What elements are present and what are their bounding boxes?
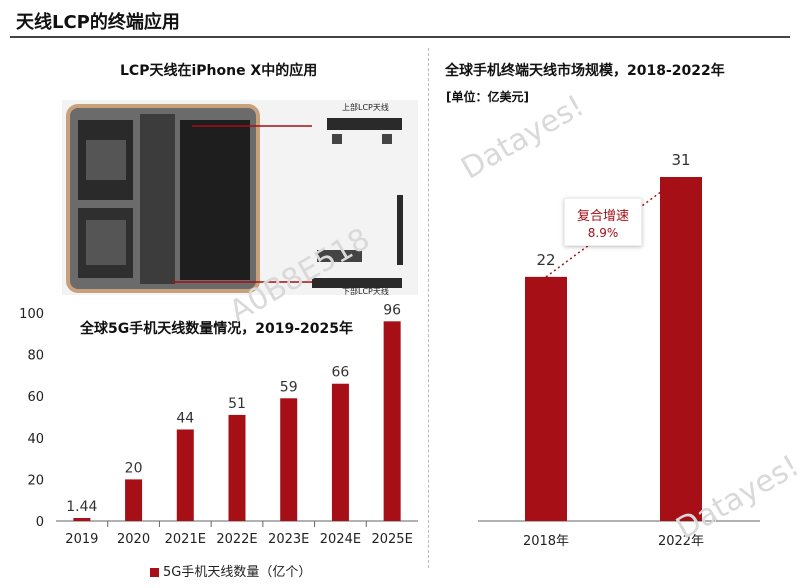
y-tick-label: 20 (27, 473, 44, 488)
bar (176, 429, 194, 521)
page-title: 天线LCP的终端应用 (16, 12, 180, 33)
y-tick-label: 80 (27, 349, 44, 364)
data-label: 96 (383, 302, 401, 318)
bar (228, 414, 246, 521)
data-label: 1.44 (66, 499, 97, 515)
bar (125, 479, 143, 521)
iphone-x-illustration (66, 104, 403, 293)
x-tick-label: 2018年 (523, 534, 569, 549)
data-label: 31 (671, 151, 690, 169)
x-tick-label: 2022年 (658, 534, 704, 549)
iphone-x-teardown-image: 上部LCP天线 下部LCP天线 (62, 100, 418, 296)
left-chart-legend: 5G手机天线数量（亿个） (150, 561, 311, 580)
x-tick-label: 2025E (371, 532, 412, 547)
legend-label: 5G手机天线数量（亿个） (163, 565, 312, 580)
lower-antenna-label: 下部LCP天线 (342, 287, 389, 296)
data-label: 22 (536, 251, 555, 269)
legend-swatch (150, 568, 159, 577)
bar (73, 518, 91, 521)
data-label: 66 (332, 365, 350, 381)
data-label: 59 (280, 379, 298, 395)
header-bar: 天线LCP的终端应用 (10, 6, 790, 38)
cagr-value: 8.9% (587, 226, 619, 240)
data-label: 20 (125, 460, 143, 476)
photo-panel-title: LCP天线在iPhone X中的应用 (120, 63, 318, 79)
cagr-annotation: 复合增速 8.9% (564, 198, 642, 246)
y-tick-label: 100 (19, 307, 44, 322)
x-tick-label: 2022E (216, 532, 257, 547)
x-tick-label: 2021E (165, 532, 206, 547)
right-chart-unit: [单位：亿美元] (446, 90, 529, 104)
x-tick-label: 2023E (268, 532, 309, 547)
bar (525, 276, 567, 521)
x-tick-label: 2020 (117, 532, 150, 547)
right-chart-title: 全球手机终端天线市场规模，2018-2022年 (445, 63, 725, 79)
y-tick-label: 40 (27, 432, 44, 447)
upper-antenna-label: 上部LCP天线 (342, 103, 389, 112)
bar (383, 321, 401, 521)
panel-divider (428, 48, 430, 568)
data-label: 44 (176, 410, 194, 426)
data-label: 51 (228, 396, 246, 412)
left-chart-title: 全球5G手机天线数量情况，2019-2025年 (80, 321, 353, 337)
bar (280, 398, 298, 521)
x-tick-label: 2019 (65, 532, 98, 547)
y-tick-label: 0 (36, 515, 44, 530)
bar (331, 383, 349, 521)
bar (660, 177, 702, 521)
y-tick-label: 60 (27, 390, 44, 405)
cagr-label: 复合增速 (576, 209, 629, 224)
x-tick-label: 2024E (320, 532, 361, 547)
